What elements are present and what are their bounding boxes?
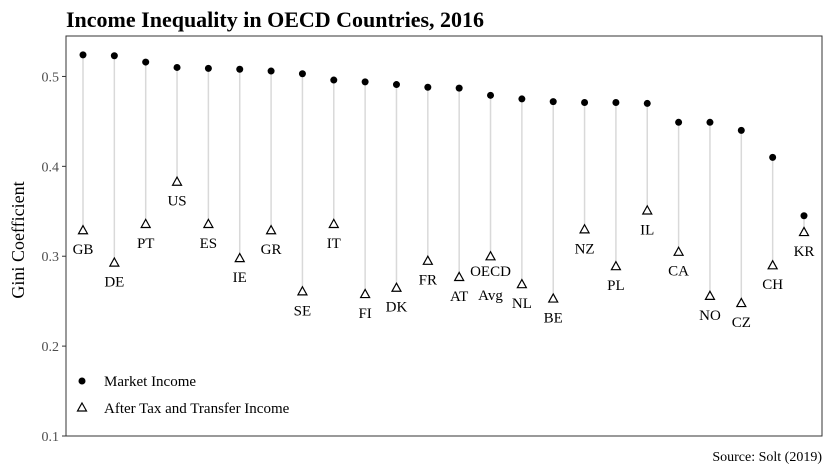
y-axis: 0.1 0.2 0.3 0.4 0.5: [42, 70, 66, 445]
point-market-nl: [518, 95, 526, 103]
point-after-tax-nl: [516, 278, 528, 289]
category-label: GR: [261, 242, 282, 258]
point-after-tax-pt: [140, 218, 152, 229]
y-tick-label: 0.1: [42, 430, 60, 445]
category-label: PT: [137, 236, 155, 252]
category-label: ES: [200, 236, 218, 252]
point-after-tax-fr: [422, 254, 434, 265]
y-tick-label: 0.5: [42, 70, 60, 85]
point-market-cz: [737, 126, 745, 134]
point-market-gb: [79, 51, 87, 59]
category-label: AT: [450, 289, 468, 305]
point-after-tax-be: [547, 292, 559, 303]
point-after-tax-de: [108, 256, 120, 267]
source-note: Source: Solt (2019): [712, 450, 822, 465]
category-label: IL: [640, 222, 654, 238]
category-label: US: [167, 194, 186, 210]
point-market-gr: [267, 67, 275, 75]
point-after-tax-fi: [359, 288, 371, 299]
point-market-se: [298, 70, 306, 78]
y-tick-label: 0.3: [42, 250, 60, 265]
category-label: FR: [419, 273, 437, 289]
point-market-pl: [612, 99, 620, 107]
point-after-tax-ie: [234, 252, 246, 263]
legend-label-market: Market Income: [104, 374, 196, 390]
category-label: CZ: [732, 315, 751, 331]
category-label: NL: [512, 296, 532, 312]
point-after-tax-gb: [77, 224, 89, 235]
point-market-kr: [800, 212, 808, 220]
y-tick-label: 0.4: [42, 160, 60, 175]
category-label: DK: [386, 300, 408, 316]
point-after-tax-nz: [579, 223, 591, 234]
category-label: NO: [699, 308, 721, 324]
points: [77, 51, 810, 308]
point-after-tax-ca: [673, 245, 685, 256]
legend-marker-after-tax: [76, 401, 88, 412]
point-market-ch: [769, 153, 777, 161]
category-label: GB: [73, 242, 94, 258]
point-after-tax-at: [453, 271, 465, 282]
category-label: PL: [607, 278, 625, 294]
point-market-ie: [236, 65, 244, 73]
point-market-be: [549, 98, 557, 106]
point-market-no: [706, 118, 714, 126]
point-market-it: [330, 76, 338, 84]
point-market-us: [173, 63, 181, 71]
point-after-tax-oecd-avg: [485, 250, 497, 261]
point-after-tax-it: [328, 218, 340, 229]
point-after-tax-us: [171, 175, 183, 186]
point-market-nz: [581, 99, 589, 107]
segments: [82, 54, 805, 303]
point-market-oecd-avg: [487, 91, 495, 99]
category-label: SE: [294, 303, 312, 319]
category-label: FI: [358, 306, 371, 322]
point-market-pt: [142, 58, 150, 66]
point-after-tax-kr: [798, 226, 810, 237]
category-label: CA: [668, 264, 689, 280]
category-label: IT: [327, 236, 341, 252]
point-after-tax-pl: [610, 260, 622, 271]
category-label: IE: [233, 270, 247, 286]
y-tick-label: 0.2: [42, 340, 60, 355]
point-market-de: [110, 52, 118, 60]
category-label: DE: [104, 275, 124, 291]
point-market-ca: [675, 118, 683, 126]
point-market-es: [204, 64, 212, 72]
point-market-il: [643, 99, 651, 107]
point-after-tax-ch: [767, 259, 779, 270]
plot-panel: [65, 35, 823, 437]
point-after-tax-se: [296, 285, 308, 296]
point-after-tax-cz: [735, 297, 747, 308]
point-after-tax-dk: [390, 281, 402, 292]
point-after-tax-es: [202, 218, 214, 229]
point-market-at: [455, 84, 463, 92]
category-label: Avg: [478, 288, 503, 304]
point-market-fi: [361, 78, 369, 86]
y-axis-label: Gini Coefficient: [8, 181, 28, 298]
legend: Market Income After Tax and Transfer Inc…: [76, 374, 290, 417]
category-label: CH: [762, 277, 783, 293]
category-label: NZ: [575, 241, 595, 257]
point-after-tax-il: [641, 204, 653, 215]
legend-label-after-tax: After Tax and Transfer Income: [104, 401, 290, 417]
legend-marker-market: [78, 377, 86, 385]
chart-title: Income Inequality in OECD Countries, 201…: [66, 7, 484, 32]
category-label: BE: [544, 310, 563, 326]
category-label: KR: [794, 244, 815, 260]
point-after-tax-gr: [265, 224, 277, 235]
category-label: OECD: [470, 264, 511, 280]
point-market-fr: [424, 83, 432, 91]
point-market-dk: [392, 81, 400, 89]
point-after-tax-no: [704, 290, 716, 300]
